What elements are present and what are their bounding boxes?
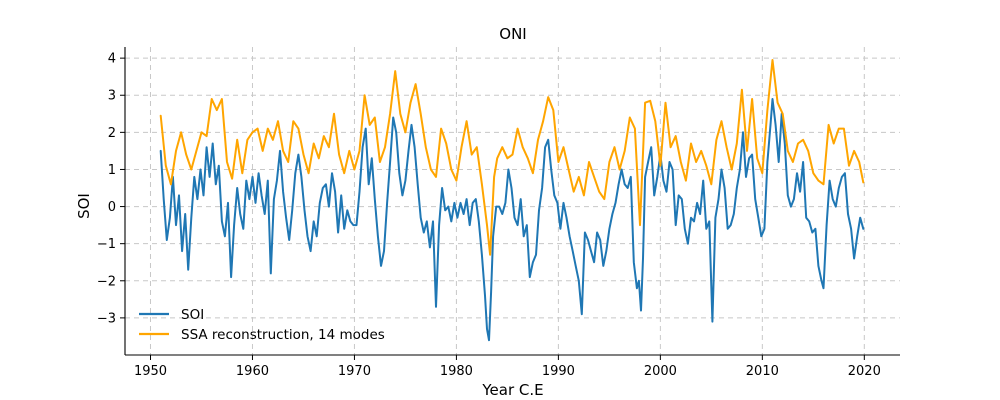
x-tick-label: 1960 — [236, 364, 269, 379]
x-tick-label: 1980 — [440, 364, 473, 379]
x-tick-label: 1970 — [338, 364, 371, 379]
y-tick-label: 2 — [108, 126, 116, 141]
legend-label-ssa: SSA reconstruction, 14 modes — [181, 327, 385, 343]
x-tick-label: 1950 — [134, 364, 167, 379]
y-tick-label: 3 — [108, 89, 116, 104]
y-tick-label: 1 — [108, 163, 116, 178]
axes — [124, 47, 900, 356]
y-tick-label: −2 — [97, 274, 116, 289]
x-tick-label: 2020 — [848, 364, 881, 379]
x-tick-label: 2010 — [746, 364, 779, 379]
series-layer — [159, 59, 865, 342]
x-tick-label: 2000 — [644, 364, 677, 379]
y-tick-label: −1 — [97, 237, 116, 252]
y-tick-label: 4 — [108, 52, 116, 67]
y-tick-label: −3 — [97, 311, 116, 326]
legend: SOI SSA reconstruction, 14 modes — [139, 307, 385, 343]
series-line-soi — [159, 98, 865, 342]
y-tick-label: 0 — [108, 200, 116, 215]
x-tick-label: 1990 — [542, 364, 575, 379]
legend-label-soi: SOI — [181, 307, 204, 323]
grid-lines — [125, 47, 900, 355]
chart-title: ONI — [499, 25, 526, 43]
y-axis-label: SOI — [75, 193, 93, 219]
x-axis-label: Year C.E — [481, 381, 543, 399]
x-axis-ticks: 1950 1960 1970 1980 1990 2000 2010 2020 — [134, 355, 881, 379]
series-line-ssa — [159, 59, 865, 256]
y-axis-ticks: −3 −2 −1 0 1 2 3 4 — [97, 52, 125, 326]
